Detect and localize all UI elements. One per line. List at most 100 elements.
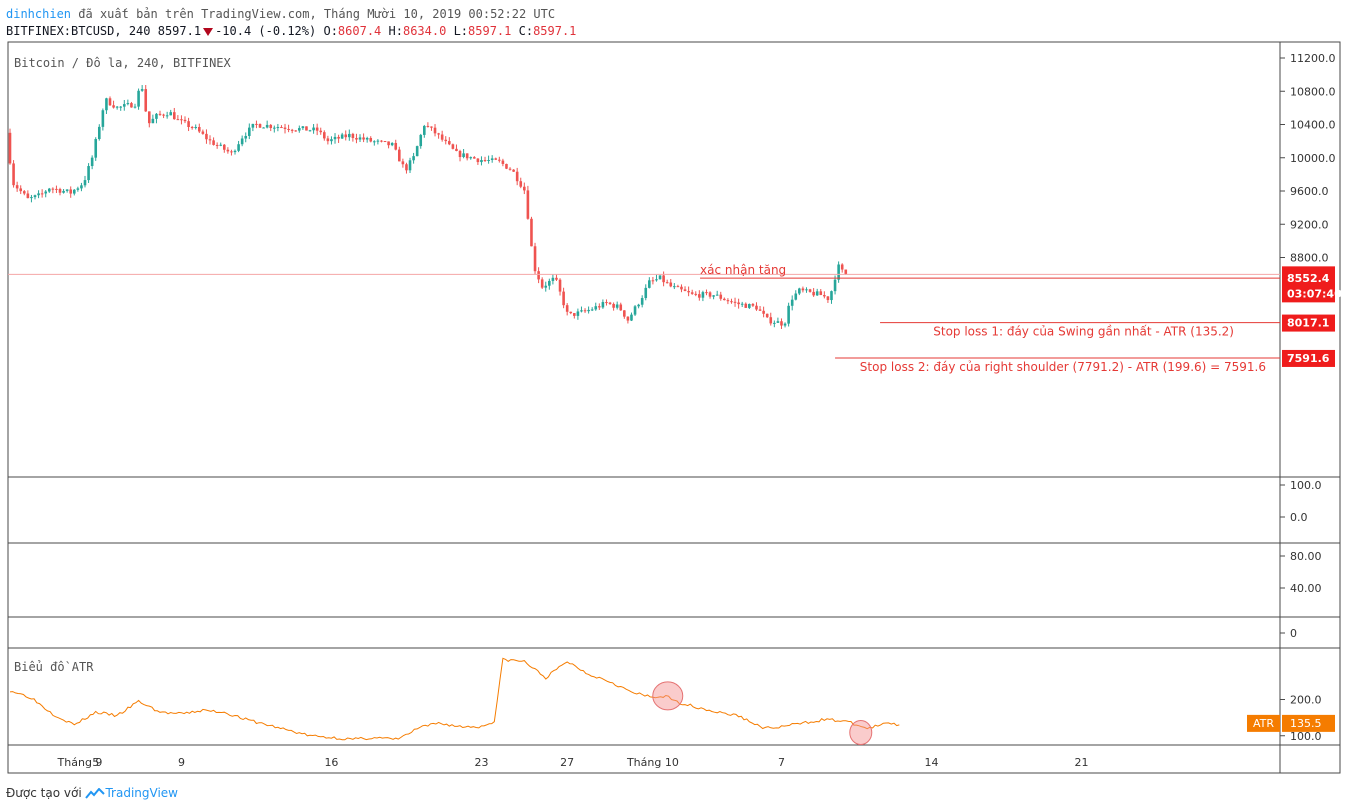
candle-body	[62, 190, 65, 193]
candle-body	[501, 160, 505, 164]
candle-body	[383, 141, 387, 143]
candle-body	[465, 153, 469, 159]
candle-body	[240, 138, 244, 145]
candle-body	[90, 157, 94, 167]
candle-body	[419, 134, 423, 147]
candle-body	[226, 149, 230, 152]
candle-body	[701, 292, 705, 298]
candle-body	[633, 306, 637, 315]
candle-body	[476, 158, 480, 163]
candle-body	[680, 286, 683, 290]
candle-body	[430, 126, 433, 128]
candle-body	[605, 302, 608, 304]
candle-body	[598, 306, 601, 308]
candle-body	[26, 193, 30, 199]
candle-body	[362, 137, 365, 140]
candle-body	[151, 118, 155, 124]
candle-body	[826, 296, 830, 301]
candle-body	[108, 98, 112, 106]
candle-body	[723, 298, 726, 301]
price-tick-label: 11200.0	[1290, 52, 1336, 65]
atr-value-tag: ATR 135.5	[1247, 714, 1335, 732]
candle-body	[608, 302, 612, 304]
candle-body	[337, 136, 340, 139]
price-tag: 03:07:40	[1282, 285, 1342, 303]
candle-body	[740, 303, 744, 305]
candle-body	[790, 299, 794, 306]
pane2-tick-label: 80.00	[1290, 550, 1322, 563]
candle-body	[15, 185, 19, 189]
candle-body	[301, 126, 305, 129]
candle-body	[65, 189, 69, 191]
candle-body	[490, 158, 494, 160]
candle-body	[137, 90, 140, 107]
annotation-text: xác nhận tăng	[700, 263, 786, 277]
candle-body	[351, 133, 355, 138]
candle-body	[458, 150, 462, 158]
candle-body	[433, 127, 437, 134]
candle-body	[205, 133, 208, 140]
candle-body	[72, 189, 76, 194]
tradingview-logo-icon[interactable]	[85, 788, 106, 799]
candle-body	[712, 295, 715, 297]
price-tick-label: 9200.0	[1290, 218, 1329, 231]
candle-body	[762, 310, 765, 314]
high-value: 8634.0	[402, 24, 447, 38]
candle-body	[294, 130, 298, 132]
candle-body	[265, 124, 269, 128]
candle-body	[512, 169, 515, 172]
candle-body	[262, 127, 265, 129]
candle-body	[708, 292, 712, 297]
tradingview-brand[interactable]: TradingView	[105, 786, 178, 800]
candle-body	[508, 168, 512, 170]
price-tick-label: 8800.0	[1290, 252, 1329, 265]
candle-body	[276, 127, 280, 129]
candle-body	[823, 295, 826, 297]
candle-body	[319, 130, 323, 133]
annotation-text: Stop loss 2: đáy của right shoulder (779…	[860, 360, 1266, 374]
candle-body	[340, 134, 344, 139]
price-tick-label: 9600.0	[1290, 185, 1329, 198]
candle-body	[480, 160, 483, 163]
candle-body	[562, 291, 565, 306]
candle-body	[394, 142, 398, 150]
candle-body	[219, 144, 223, 146]
candle-body	[87, 166, 90, 181]
candle-body	[769, 317, 773, 324]
price-tick-label: 10400.0	[1290, 119, 1336, 132]
candle-body	[787, 305, 790, 324]
candle-body	[630, 314, 633, 321]
candle-body	[144, 89, 148, 112]
candle-body	[494, 158, 498, 160]
candle-body	[140, 89, 144, 91]
author-link[interactable]: dinhchien	[6, 7, 72, 21]
candle-body	[473, 157, 476, 159]
candle-body	[237, 144, 240, 151]
atr-value-label: 135.5	[1290, 717, 1322, 730]
candle-body	[619, 304, 623, 311]
candle-body	[658, 275, 662, 280]
candle-body	[580, 310, 583, 312]
candle-body	[169, 112, 173, 116]
time-tick-label: 5	[92, 756, 99, 769]
candle-body	[44, 191, 48, 194]
candle-body	[612, 303, 615, 308]
candle-body	[587, 309, 590, 312]
candle-body	[119, 106, 123, 108]
candle-body	[33, 195, 37, 198]
candle-body	[415, 146, 419, 157]
candle-body	[30, 197, 33, 199]
candle-body	[437, 133, 440, 135]
candle-body	[544, 285, 548, 288]
atr-tick-label: 200.0	[1290, 694, 1322, 707]
candle-body	[519, 181, 523, 187]
time-tick-label: 21	[1075, 756, 1089, 769]
candle-body	[483, 160, 487, 162]
symbol-info: BITFINEX:BTCUSD, 240 8597.1	[6, 24, 202, 38]
time-tick-label: Tháng 10	[626, 756, 679, 769]
candle-body	[405, 164, 408, 171]
footer: Được tạo với TradingView	[6, 786, 178, 800]
candle-body	[315, 127, 319, 131]
candle-body	[80, 185, 83, 189]
